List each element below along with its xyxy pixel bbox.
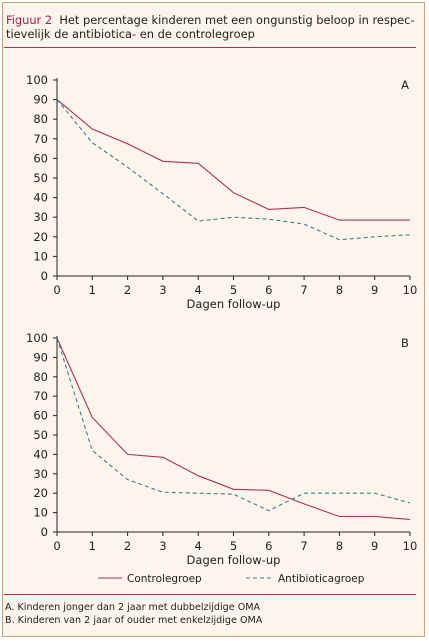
y-tick-label: 80 xyxy=(33,112,48,126)
x-tick-label: 2 xyxy=(124,539,131,553)
caption-title-line2: tievelijk de antibiotica- en de controle… xyxy=(6,27,255,41)
x-tick-label: 7 xyxy=(300,283,307,297)
y-tick-label: 40 xyxy=(33,447,48,461)
legend-label-antibioticagroep: Antibioticagroep xyxy=(278,573,365,585)
y-tick-label: 100 xyxy=(26,73,48,87)
y-tick-label: 60 xyxy=(33,151,48,165)
y-tick-label: 50 xyxy=(33,428,48,442)
x-axis-label: Dagen follow-up xyxy=(187,553,281,567)
figure-caption: Figuur 2 Het percentage kinderen met een… xyxy=(6,13,416,41)
y-tick-label: 40 xyxy=(33,191,48,205)
y-tick-label: 20 xyxy=(33,486,48,500)
x-tick-label: 4 xyxy=(195,283,202,297)
y-tick-label: 30 xyxy=(33,210,48,224)
chart-panel-a: 0 10 20 30 40 50 60 70 80 90 100 0 1 2 3 4 5 6 7 8 9 10 Dagen … xyxy=(26,73,417,311)
x-tick-label: 2 xyxy=(124,283,131,297)
x-tick-label: 6 xyxy=(265,283,272,297)
panel-label: A xyxy=(401,78,409,92)
y-tick-label: 70 xyxy=(33,389,48,403)
series-line-controlegroep xyxy=(56,337,411,520)
x-tick-label: 10 xyxy=(403,539,418,553)
footnote-b: B. Kinderen van 2 jaar of ouder met enke… xyxy=(5,614,263,626)
series-line-antibioticagroep xyxy=(56,337,411,512)
caption-line-1: Figuur 2 Het percentage kinderen met een… xyxy=(6,13,416,27)
y-tick-label: 0 xyxy=(41,269,48,283)
y-tick-label: 100 xyxy=(26,331,48,345)
y-tick-label: 10 xyxy=(33,506,48,520)
series-line-antibioticagroep xyxy=(56,99,411,241)
figure-label: Figuur 2 xyxy=(6,13,53,27)
x-tick-label: 9 xyxy=(371,283,378,297)
x-tick-label: 10 xyxy=(403,283,418,297)
x-tick-label: 5 xyxy=(230,539,237,553)
footnote-divider xyxy=(4,594,416,595)
y-tick-label: 20 xyxy=(33,230,48,244)
footnote-a: A. Kinderen jonger dan 2 jaar met dubbel… xyxy=(5,602,261,613)
x-tick-label: 3 xyxy=(159,539,166,553)
x-tick-label: 0 xyxy=(53,283,60,297)
y-tick-label: 80 xyxy=(33,370,48,384)
x-tick-label: 6 xyxy=(265,539,272,553)
figure-panel xyxy=(2,2,425,637)
panel-label: B xyxy=(401,336,409,350)
x-tick-label: 1 xyxy=(89,539,96,553)
y-tick-label: 30 xyxy=(33,467,48,481)
y-tick-label: 10 xyxy=(33,249,48,263)
x-tick-label: 4 xyxy=(195,539,202,553)
y-tick-label: 50 xyxy=(33,171,48,185)
legend: Controlegroep Antibioticagroep xyxy=(98,573,365,585)
x-tick-label: 8 xyxy=(336,283,343,297)
chart-panel-b: 0 10 20 30 40 50 60 70 80 90 100 0 1 2 3 4 5 6 7 8 9 10 Dagen … xyxy=(26,331,417,567)
x-tick-label: 5 xyxy=(230,283,237,297)
y-tick-label: 0 xyxy=(41,525,48,539)
x-tick-label: 9 xyxy=(371,539,378,553)
y-tick-label: 90 xyxy=(33,350,48,364)
y-tick-label: 90 xyxy=(33,93,48,107)
x-tick-label: 1 xyxy=(89,283,96,297)
legend-label-controlegroep: Controlegroep xyxy=(127,573,202,585)
caption-title-line1: Het percentage kinderen met een ongunsti… xyxy=(59,13,415,27)
x-axis-label: Dagen follow-up xyxy=(187,297,281,311)
series-line-controlegroep xyxy=(56,99,410,221)
x-tick-label: 8 xyxy=(336,539,343,553)
footnotes: A. Kinderen jonger dan 2 jaar met dubbel… xyxy=(5,602,262,627)
y-tick-label: 70 xyxy=(33,132,48,146)
x-tick-label: 3 xyxy=(159,283,166,297)
y-tick-label: 60 xyxy=(33,409,48,423)
x-tick-label: 0 xyxy=(53,539,60,553)
caption-divider xyxy=(4,47,416,48)
x-tick-label: 7 xyxy=(300,539,307,553)
